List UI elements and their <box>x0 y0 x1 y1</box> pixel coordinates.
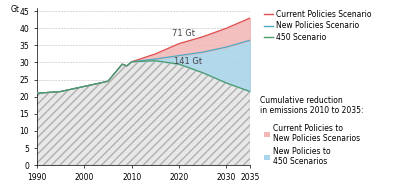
Text: 71 Gt: 71 Gt <box>172 29 195 38</box>
Legend: Current Policies to
New Policies Scenarios, New Policies to
450 Scenarios: Current Policies to New Policies Scenari… <box>263 124 360 166</box>
Y-axis label: Gt: Gt <box>11 5 20 13</box>
Legend: Current Policies Scenario, New Policies Scenario, 450 Scenario: Current Policies Scenario, New Policies … <box>263 10 371 42</box>
Text: 141 Gt: 141 Gt <box>174 57 202 66</box>
Text: Cumulative reduction
in emissions 2010 to 2035:: Cumulative reduction in emissions 2010 t… <box>260 96 363 115</box>
